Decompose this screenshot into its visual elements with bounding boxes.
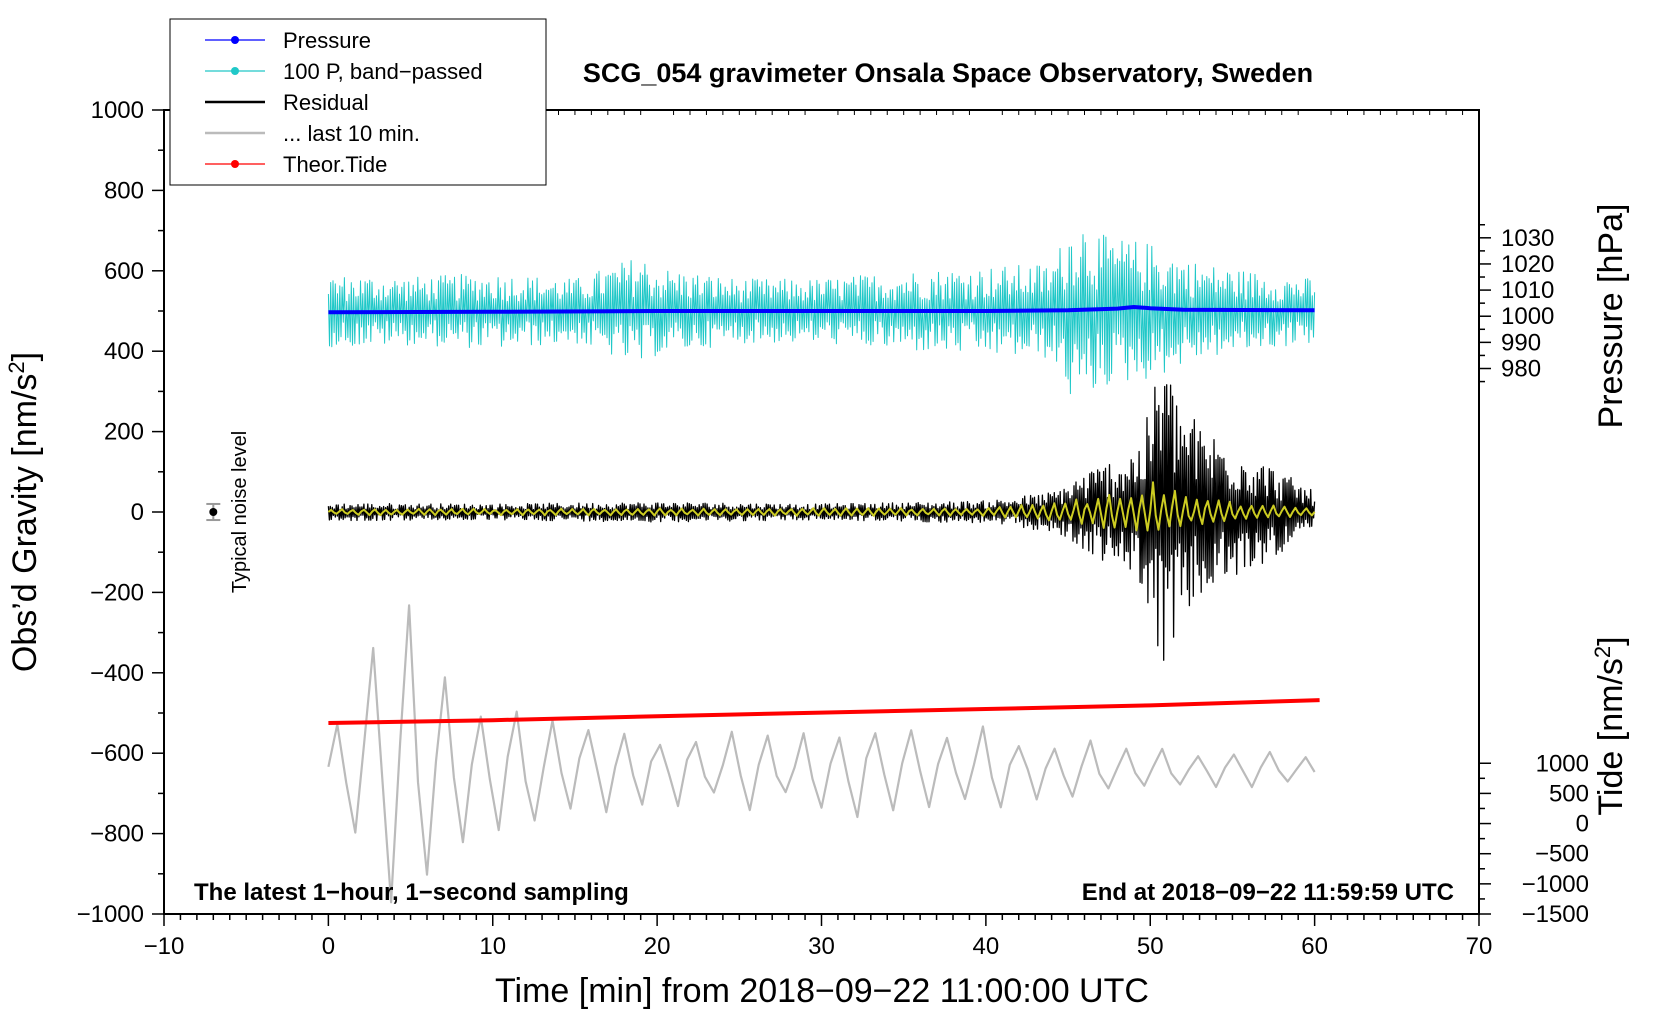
series-layer	[327, 234, 1320, 904]
noise-indicator: Typical noise level	[206, 431, 251, 593]
series-last-10-min	[327, 604, 1316, 904]
y-tick-label: −400	[90, 660, 144, 687]
y-tick-label: 800	[104, 177, 144, 204]
x-tick-label: 50	[1137, 933, 1164, 960]
legend-entries: Pressure 100 P, band−passed Residual ... la…	[205, 28, 483, 177]
legend-label: ... last 10 min.	[283, 121, 420, 146]
y-tick-label: 1000	[91, 97, 144, 124]
y-tick-label: 200	[104, 419, 144, 446]
pressure-tick-label: 980	[1501, 356, 1541, 383]
tide-tick-label: 500	[1549, 780, 1589, 807]
legend-marker	[231, 160, 239, 168]
pressure-tick-label: 1000	[1501, 303, 1554, 330]
series-theor-tide	[328, 698, 1320, 725]
x-tick-label: 60	[1301, 933, 1328, 960]
axes-layer: −10 0 10 20 30 40 50 60 70−1000−800−600−400−2000…	[77, 97, 1589, 960]
y-tick-label: −600	[90, 740, 144, 767]
annotation-sampling: The latest 1−hour, 1−second sampling	[194, 879, 629, 906]
y-tick-label: −200	[90, 579, 144, 606]
chart-title: SCG_054 gravimeter Onsala Space Observat…	[583, 58, 1313, 88]
series-band-passed-pressure	[327, 234, 1316, 395]
series-residual	[327, 384, 1316, 661]
legend-label: Residual	[283, 90, 369, 115]
pressure-tick-label: 1030	[1501, 225, 1554, 252]
pressure-tick-label: 1010	[1501, 277, 1554, 304]
y-axis-label-pressure: Pressure [hPa]	[1592, 204, 1630, 429]
pressure-tick-label: 1020	[1501, 251, 1554, 278]
y-axis-label-tide: Tide [nm/s2]	[1590, 636, 1630, 815]
y-tick-label: 600	[104, 258, 144, 285]
x-tick-label: 70	[1466, 933, 1493, 960]
noise-label: Typical noise level	[229, 431, 251, 593]
legend-label: 100 P, band−passed	[283, 59, 483, 84]
y-tick-label: −800	[90, 821, 144, 848]
tide-tick-label: −1500	[1522, 901, 1589, 928]
y-tick-label: 0	[131, 499, 144, 526]
series-pressure	[328, 305, 1315, 315]
x-tick-label: 0	[322, 933, 335, 960]
x-tick-label: −10	[144, 933, 185, 960]
x-axis-label: Time [min] from 2018−09−22 11:00:00 UTC	[495, 972, 1149, 1010]
pressure-tick-label: 990	[1501, 329, 1541, 356]
tide-tick-label: −1000	[1522, 871, 1589, 898]
y-axis-label-left: Obs’d Gravity [nm/s2]	[4, 352, 44, 672]
y-tick-label: −1000	[77, 901, 144, 928]
annotation-end-time: End at 2018−09−22 11:59:59 UTC	[1082, 879, 1454, 906]
x-tick-label: 10	[479, 933, 506, 960]
x-tick-label: 30	[808, 933, 835, 960]
x-tick-label: 40	[973, 933, 1000, 960]
tide-tick-label: −500	[1535, 841, 1589, 868]
legend: Pressure 100 P, band−passed Residual ... la…	[169, 18, 547, 186]
series-residual-filtered	[327, 481, 1316, 532]
tide-tick-label: 1000	[1536, 750, 1589, 777]
legend-marker	[231, 67, 239, 75]
legend-marker	[231, 36, 239, 44]
legend-label: Pressure	[283, 28, 371, 53]
y-tick-label: 400	[104, 338, 144, 365]
tide-tick-label: 0	[1576, 811, 1589, 838]
legend-label: Theor.Tide	[283, 152, 387, 177]
x-tick-label: 20	[644, 933, 671, 960]
noise-dot	[209, 508, 218, 516]
